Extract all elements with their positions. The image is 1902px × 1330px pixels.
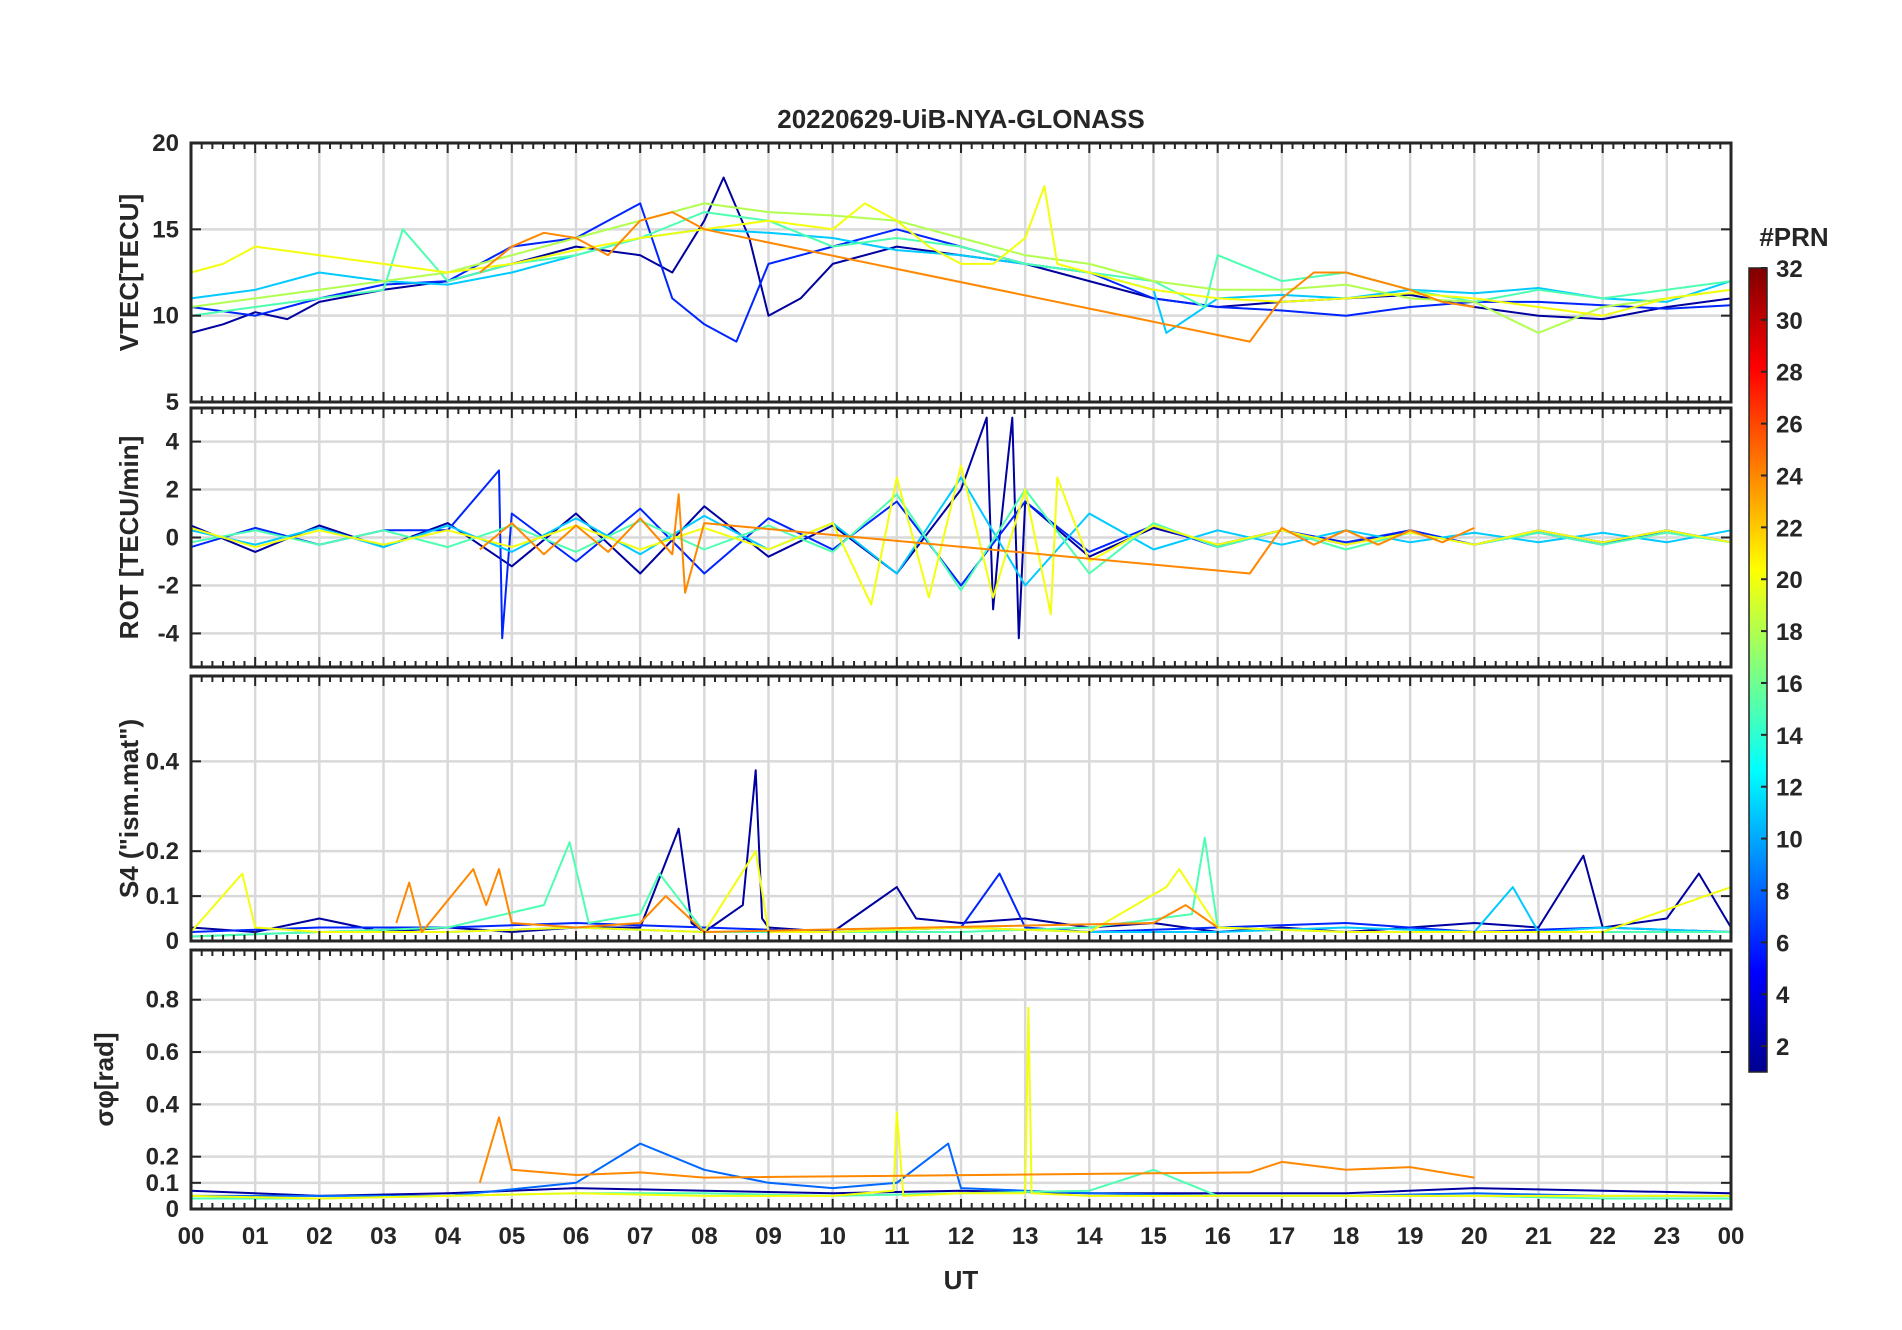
panel-s4: 0 0.1 0.2 0.4 S4 ("ism.mat") [114,674,1733,955]
panel-vtec-frame [189,141,1733,404]
colorbar-tick-label: 6 [1776,930,1789,957]
x-tick-label: 19 [1397,1223,1424,1250]
x-tick-label: 23 [1653,1223,1680,1250]
x-tick-label: 03 [370,1223,397,1250]
panel-s4-ylabel: S4 ("ism.mat") [114,719,144,898]
colorbar-tick-label: 10 [1776,827,1803,854]
panel-sigma-phi-series [190,1006,1732,1200]
panel-rot: -4 -2 0 2 4 ROT [TECU/min] [114,406,1733,669]
panel-sigma-phi-frame [189,948,1733,1211]
colorbar-gradient [1748,267,1768,1073]
x-tick-label: 20 [1461,1223,1488,1250]
panel-vtec-ylabel: VTEC[TECU] [114,194,144,351]
panel-rot-series-prn-24 [479,493,1475,594]
panel-sigma-phi-ytick-label: 0.1 [146,1170,179,1197]
x-tick-label: 02 [306,1223,333,1250]
x-tick-label: 16 [1204,1223,1231,1250]
x-tick-label: 14 [1076,1223,1103,1250]
panel-rot-ytick-label: -4 [158,620,180,647]
colorbar-tick-label: 30 [1776,308,1803,335]
panel-rot-series-prn-11 [190,476,1732,587]
x-tick-label: 01 [242,1223,269,1250]
x-tick-label: 18 [1333,1223,1360,1250]
x-tick-label: 12 [948,1223,975,1250]
panel-rot-frame [189,406,1733,669]
x-tick-label: 10 [819,1223,846,1250]
panel-vtec: 5 10 15 20 VTEC[TECU] [114,130,1733,416]
colorbar-tick-label: 20 [1776,567,1803,594]
x-tick-label: 17 [1268,1223,1295,1250]
colorbar-tick-label: 16 [1776,671,1803,698]
panel-vtec-series-prn-20 [190,185,1732,317]
colorbar-tick-label: 18 [1776,619,1803,646]
panel-rot-ylabel: ROT [TECU/min] [114,436,144,640]
x-tick-label: 07 [627,1223,654,1250]
panel-sigma-phi-ytick-label: 0.8 [146,987,179,1014]
panel-vtec-series-prn-24 [479,211,1475,343]
panel-vtec-ytick-label: 5 [166,389,179,416]
panel-sigma-phi-series-prn-2 [190,1187,1732,1197]
panel-vtec-ytick-label: 20 [152,130,179,157]
panel-vtec-grid [189,141,1733,404]
colorbar-tick-label: 32 [1776,256,1803,283]
x-tick-label: 04 [434,1223,461,1250]
x-tick-label: 09 [755,1223,782,1250]
x-tick-label: 13 [1012,1223,1039,1250]
x-tick-label: 22 [1589,1223,1616,1250]
panel-sigma-phi-series-prn-24 [478,1116,1475,1184]
panel-rot-series [190,416,1732,640]
chart-title: 20220629-UiB-NYA-GLONASS [777,104,1145,134]
panel-sigma-phi-ytick-label: 0.4 [146,1091,180,1118]
panel-sigma-phi-ytick-label: 0 [166,1196,179,1223]
panel-rot-ytick-label: 4 [166,429,180,456]
panel-s4-series-prn-6 [190,872,1732,933]
panel-s4-ytick-label: 0.4 [146,748,180,775]
x-tick-label: 21 [1525,1223,1552,1250]
colorbar-tick-label: 24 [1776,463,1803,490]
panel-rot-ytick-label: -2 [158,572,179,599]
panel-rot-ytick-label: 0 [166,525,179,552]
panel-vtec-ytick-label: 15 [152,216,179,243]
x-tick-label: 11 [884,1223,909,1250]
colorbar-tick-label: 22 [1776,515,1803,542]
x-tick-label: 00 [178,1223,205,1250]
colorbar-tick-label: 2 [1776,1034,1789,1061]
panel-s4-ytick-label: 0.1 [146,883,179,910]
panel-rot-ytick-label: 2 [166,477,179,504]
colorbar-label: #PRN [1759,222,1828,252]
panel-vtec-series-prn-15 [190,211,1732,317]
x-tick-label: 06 [563,1223,590,1250]
panel-vtec-ytick-label: 10 [152,303,179,330]
x-axis-label: UT [944,1265,979,1295]
colorbar-tick-label: 28 [1776,360,1803,387]
panel-s4-series-prn-2 [190,769,1732,933]
panel-sigma-phi-series-prn-20 [190,1006,1731,1200]
panel-sigma-phi-ytick-label: 0.2 [146,1144,179,1171]
panel-s4-frame [189,674,1733,943]
colorbar-tick-label: 8 [1776,878,1789,905]
x-tick-label: 08 [691,1223,718,1250]
panel-s4-ytick-label: 0.2 [146,838,179,865]
panel-s4-yticks: 0 0.1 0.2 0.4 [146,676,1732,955]
panel-sigma-phi: 00.10.2 0.4 0.6 0.8 σφ[rad] [89,948,1733,1223]
panel-s4-ytick-label: 0 [166,928,179,955]
panel-vtec-series-prn-11 [190,228,1732,334]
colorbar-tick-label: 4 [1776,982,1790,1009]
panel-vtec-series [190,176,1732,343]
x-tick-label: 15 [1140,1223,1167,1250]
panel-s4-series-prn-24 [395,868,1219,933]
x-tick-label: 00 [1718,1223,1745,1250]
colorbar-tick-label: 12 [1776,775,1803,802]
panel-sigma-phi-ylabel: σφ[rad] [89,1032,119,1126]
panel-sigma-phi-grid [189,950,1733,1211]
x-tick-labels: 00 01 02 03 04 05 06 07 08 09 10 11 12 13 14 15 16 17 18 19… [178,1223,1745,1250]
x-tick-label: 05 [498,1223,525,1250]
colorbar-tick-label: 26 [1776,412,1803,439]
panel-sigma-phi-ytick-label: 0.6 [146,1039,179,1066]
colorbar-tick-label: 14 [1776,723,1803,750]
